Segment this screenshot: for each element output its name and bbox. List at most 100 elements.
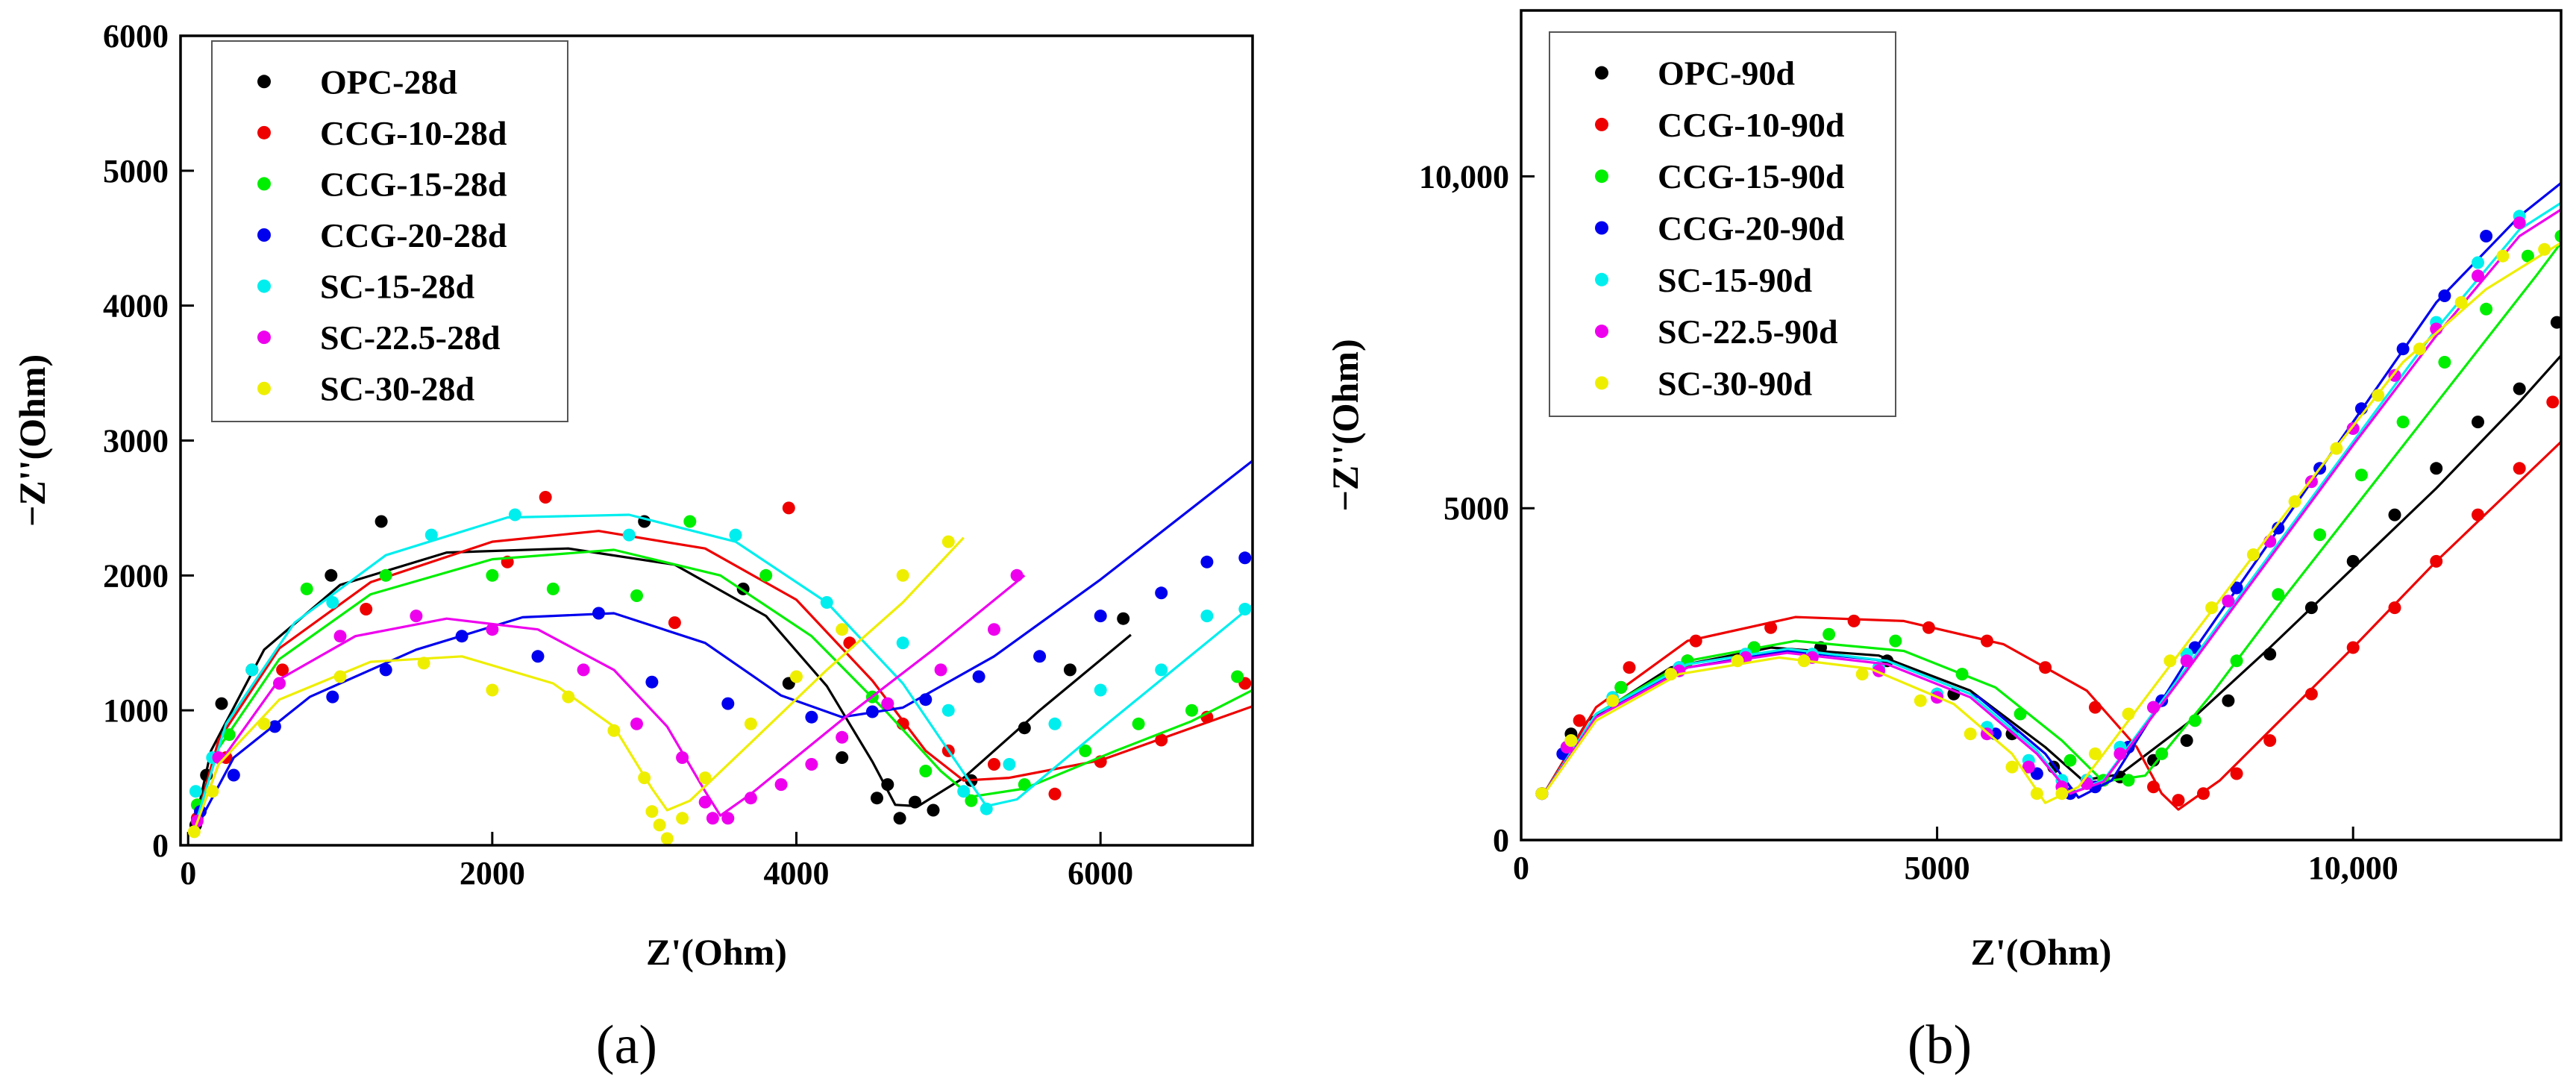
legend-marker-opc-90d [1595, 66, 1608, 80]
data-point-sc-15-28d [941, 704, 955, 717]
data-point-sc-15-28d [1094, 683, 1107, 697]
data-point-sc-30-90d [2005, 760, 2019, 774]
data-point-ccg-15-28d [683, 515, 697, 528]
data-point-sc-22-5-90d [2113, 747, 2127, 760]
data-point-sc-15-28d [896, 636, 909, 650]
data-point-ccg-10-90d [2346, 641, 2360, 654]
data-point-ccg-15-90d [2122, 774, 2135, 787]
plot-data [187, 460, 1253, 845]
data-point-opc-28d [375, 515, 388, 528]
chart-panel-a: 0 2000 4000 6000 0 1000 2000 3000 4000 5000 6000 Z'… [11, 18, 1254, 1076]
data-point-sc-15-28d [980, 802, 993, 815]
legend-marker-sc-15-90d [1595, 272, 1608, 286]
data-point-opc-90d [2180, 734, 2193, 748]
data-point-ccg-10-28d [360, 603, 373, 615]
legend-marker-ccg-15-90d [1595, 169, 1608, 184]
data-point-opc-28d [1063, 663, 1077, 677]
data-point-sc-30-90d [2413, 342, 2426, 356]
data-point-sc-22-5-28d [333, 630, 347, 643]
data-point-sc-22-5-90d [2472, 269, 2484, 283]
data-point-ccg-15-90d [2188, 714, 2201, 727]
data-point-sc-22-5-28d [706, 812, 719, 825]
data-point-sc-22-5-28d [744, 792, 757, 805]
legend-marker-sc-30-28d [257, 381, 271, 395]
data-point-sc-22-5-28d [988, 623, 1000, 636]
data-point-sc-22-5-90d [2022, 760, 2035, 774]
y-axis-title: −Z''(Ohm) [1324, 339, 1366, 511]
data-point-ccg-20-90d [2396, 342, 2410, 356]
data-point-sc-30-28d [187, 825, 201, 839]
data-point-ccg-10-90d [1847, 614, 1861, 627]
data-point-ccg-15-28d [486, 568, 499, 582]
legend-marker-ccg-10-90d [1595, 117, 1608, 131]
x-tick-label: 4000 [764, 855, 830, 892]
data-point-ccg-20-90d [2438, 289, 2451, 302]
data-point-ccg-15-90d [2063, 754, 2077, 767]
data-point-ccg-15-90d [2014, 707, 2027, 721]
y-axis-title: −Z''(Ohm) [11, 354, 53, 527]
x-tick-label: 2000 [460, 855, 525, 892]
data-point-ccg-15-90d [2521, 249, 2534, 263]
data-point-ccg-15-90d [1889, 634, 1902, 648]
legend-label-ccg-20-28d: CCG-20-28d [320, 216, 507, 254]
data-point-ccg-10-90d [1922, 621, 1935, 634]
data-point-sc-22-5-28d [881, 697, 894, 710]
data-point-ccg-15-90d [2230, 654, 2243, 668]
data-point-sc-30-90d [1855, 668, 1869, 681]
data-point-ccg-20-28d [268, 720, 281, 733]
data-point-sc-30-90d [1797, 654, 1811, 668]
data-point-sc-15-28d [1003, 758, 1016, 771]
data-point-sc-30-28d [206, 785, 219, 798]
data-point-ccg-20-28d [531, 650, 545, 663]
data-point-sc-30-90d [2454, 295, 2468, 309]
legend-label-opc-90d: OPC-90d [1658, 54, 1795, 93]
fit-line-ccg-10-28d [191, 530, 1253, 834]
data-point-ccg-10-28d [539, 491, 552, 504]
data-point-opc-28d [927, 803, 940, 817]
x-axis-title: Z'(Ohm) [1971, 931, 2112, 973]
data-point-ccg-10-28d [1048, 787, 1062, 801]
data-point-sc-30-90d [2496, 249, 2510, 263]
data-point-ccg-10-28d [1155, 733, 1168, 747]
data-point-sc-30-28d [417, 657, 430, 670]
chart-panel-b: 0 5000 10,000 0 5000 10,000 Z'(Ohm) −Z''(Ohm) OP… [1324, 9, 2563, 1076]
data-point-ccg-15-28d [919, 765, 933, 777]
data-point-ccg-20-90d [2480, 230, 2493, 242]
plot-frame [179, 34, 1254, 847]
fit-line-ccg-10-90d [1541, 441, 2561, 811]
x-tick-label: 0 [1513, 850, 1529, 886]
legend-label-ccg-10-28d: CCG-10-28d [320, 114, 507, 152]
data-point-ccg-10-90d [2147, 780, 2160, 794]
data-point-ccg-20-28d [1033, 650, 1047, 663]
x-tick-label: 6000 [1068, 855, 1133, 892]
y-tick-label: 2000 [103, 557, 169, 594]
legend-marker-sc-30-90d [1595, 376, 1608, 390]
data-point-sc-30-28d [257, 717, 271, 730]
data-point-opc-90d [2346, 554, 2360, 568]
data-point-sc-30-90d [2030, 787, 2043, 801]
data-point-sc-30-90d [2163, 654, 2177, 668]
data-point-sc-30-28d [698, 771, 712, 785]
data-point-opc-90d [2388, 508, 2401, 521]
plot-data [1535, 182, 2561, 811]
data-point-sc-15-28d [957, 785, 971, 798]
data-point-sc-15-28d [189, 785, 202, 798]
data-point-sc-15-28d [1238, 603, 1252, 615]
data-point-sc-30-90d [2330, 442, 2343, 455]
data-point-ccg-15-28d [1231, 670, 1244, 683]
data-point-opc-90d [2550, 316, 2561, 329]
data-point-sc-15-28d [245, 663, 259, 677]
data-point-sc-30-90d [1564, 734, 1578, 748]
data-point-sc-15-28d [1048, 717, 1062, 730]
data-point-ccg-15-90d [1823, 627, 1836, 641]
data-point-ccg-15-90d [2480, 302, 2493, 316]
legend-label-ccg-15-90d: CCG-15-90d [1658, 157, 1845, 195]
panel-label: (b) [1908, 1015, 1972, 1076]
legend-label-ccg-10-90d: CCG-10-90d [1658, 106, 1845, 144]
y-tick-label: 5000 [103, 153, 169, 189]
legend-marker-ccg-20-28d [257, 228, 271, 242]
legend-label-sc-15-90d: SC-15-90d [1658, 261, 1812, 299]
data-point-opc-28d [1018, 721, 1031, 735]
data-point-ccg-20-28d [721, 697, 735, 710]
fit-line-ccg-20-28d [191, 460, 1253, 836]
